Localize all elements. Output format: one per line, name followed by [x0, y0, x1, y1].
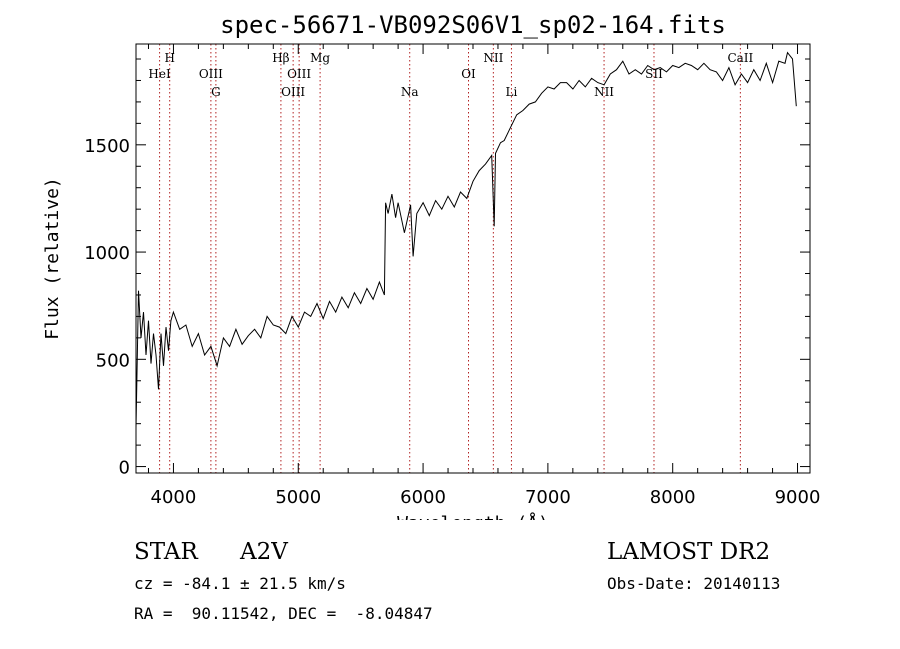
y-tick-label: 0 [119, 458, 130, 479]
x-tick-label: 8000 [650, 487, 696, 508]
y-tick-label: 1500 [84, 136, 130, 157]
spectral-class: A2V [240, 539, 288, 565]
line-label: OI [461, 67, 476, 81]
coordinates-readout: RA = 90.11542, DEC = -8.04847 [134, 604, 433, 623]
spectrum-line [135, 51, 797, 429]
y-tick-label: 1000 [84, 243, 130, 264]
obs-date: Obs-Date: 20140113 [607, 574, 781, 593]
line-label: OIII [199, 67, 223, 81]
line-label: OIII [287, 67, 311, 81]
survey-label: LAMOST DR2 [607, 539, 771, 565]
line-label: NII [483, 51, 503, 65]
line-label: G [211, 85, 221, 99]
x-tick-label: 5000 [275, 487, 321, 508]
line-label: SII [645, 67, 663, 81]
line-label: CaII [727, 51, 753, 65]
line-label: Mg [310, 51, 330, 65]
x-tick-label: 6000 [400, 487, 446, 508]
spectrum-chart: 4000 5000 6000 7000 8000 9000 0 500 1000 1500 spec… [42, 11, 821, 520]
line-label: Na [401, 85, 419, 99]
x-axis-label: Wavelength (Å) [397, 512, 549, 520]
line-label: H [164, 51, 174, 65]
redshift-readout: cz = -84.1 ± 21.5 km/s [134, 574, 346, 593]
line-label: NII [594, 85, 614, 99]
line-label: HeI [148, 67, 171, 81]
chart-title: spec-56671-VB092S06V1_sp02-164.fits [220, 11, 726, 39]
y-axis-label: Flux (relative) [42, 177, 63, 340]
line-label: Li [506, 85, 518, 99]
x-tick-label: 4000 [151, 487, 197, 508]
line-label: OIII [281, 85, 305, 99]
y-tick-label: 500 [96, 350, 130, 371]
x-tick-label: 7000 [525, 487, 571, 508]
line-label: Hβ [272, 51, 289, 65]
plot-frame [135, 43, 811, 474]
x-tick-label: 9000 [775, 487, 821, 508]
object-type: STAR [134, 539, 198, 565]
